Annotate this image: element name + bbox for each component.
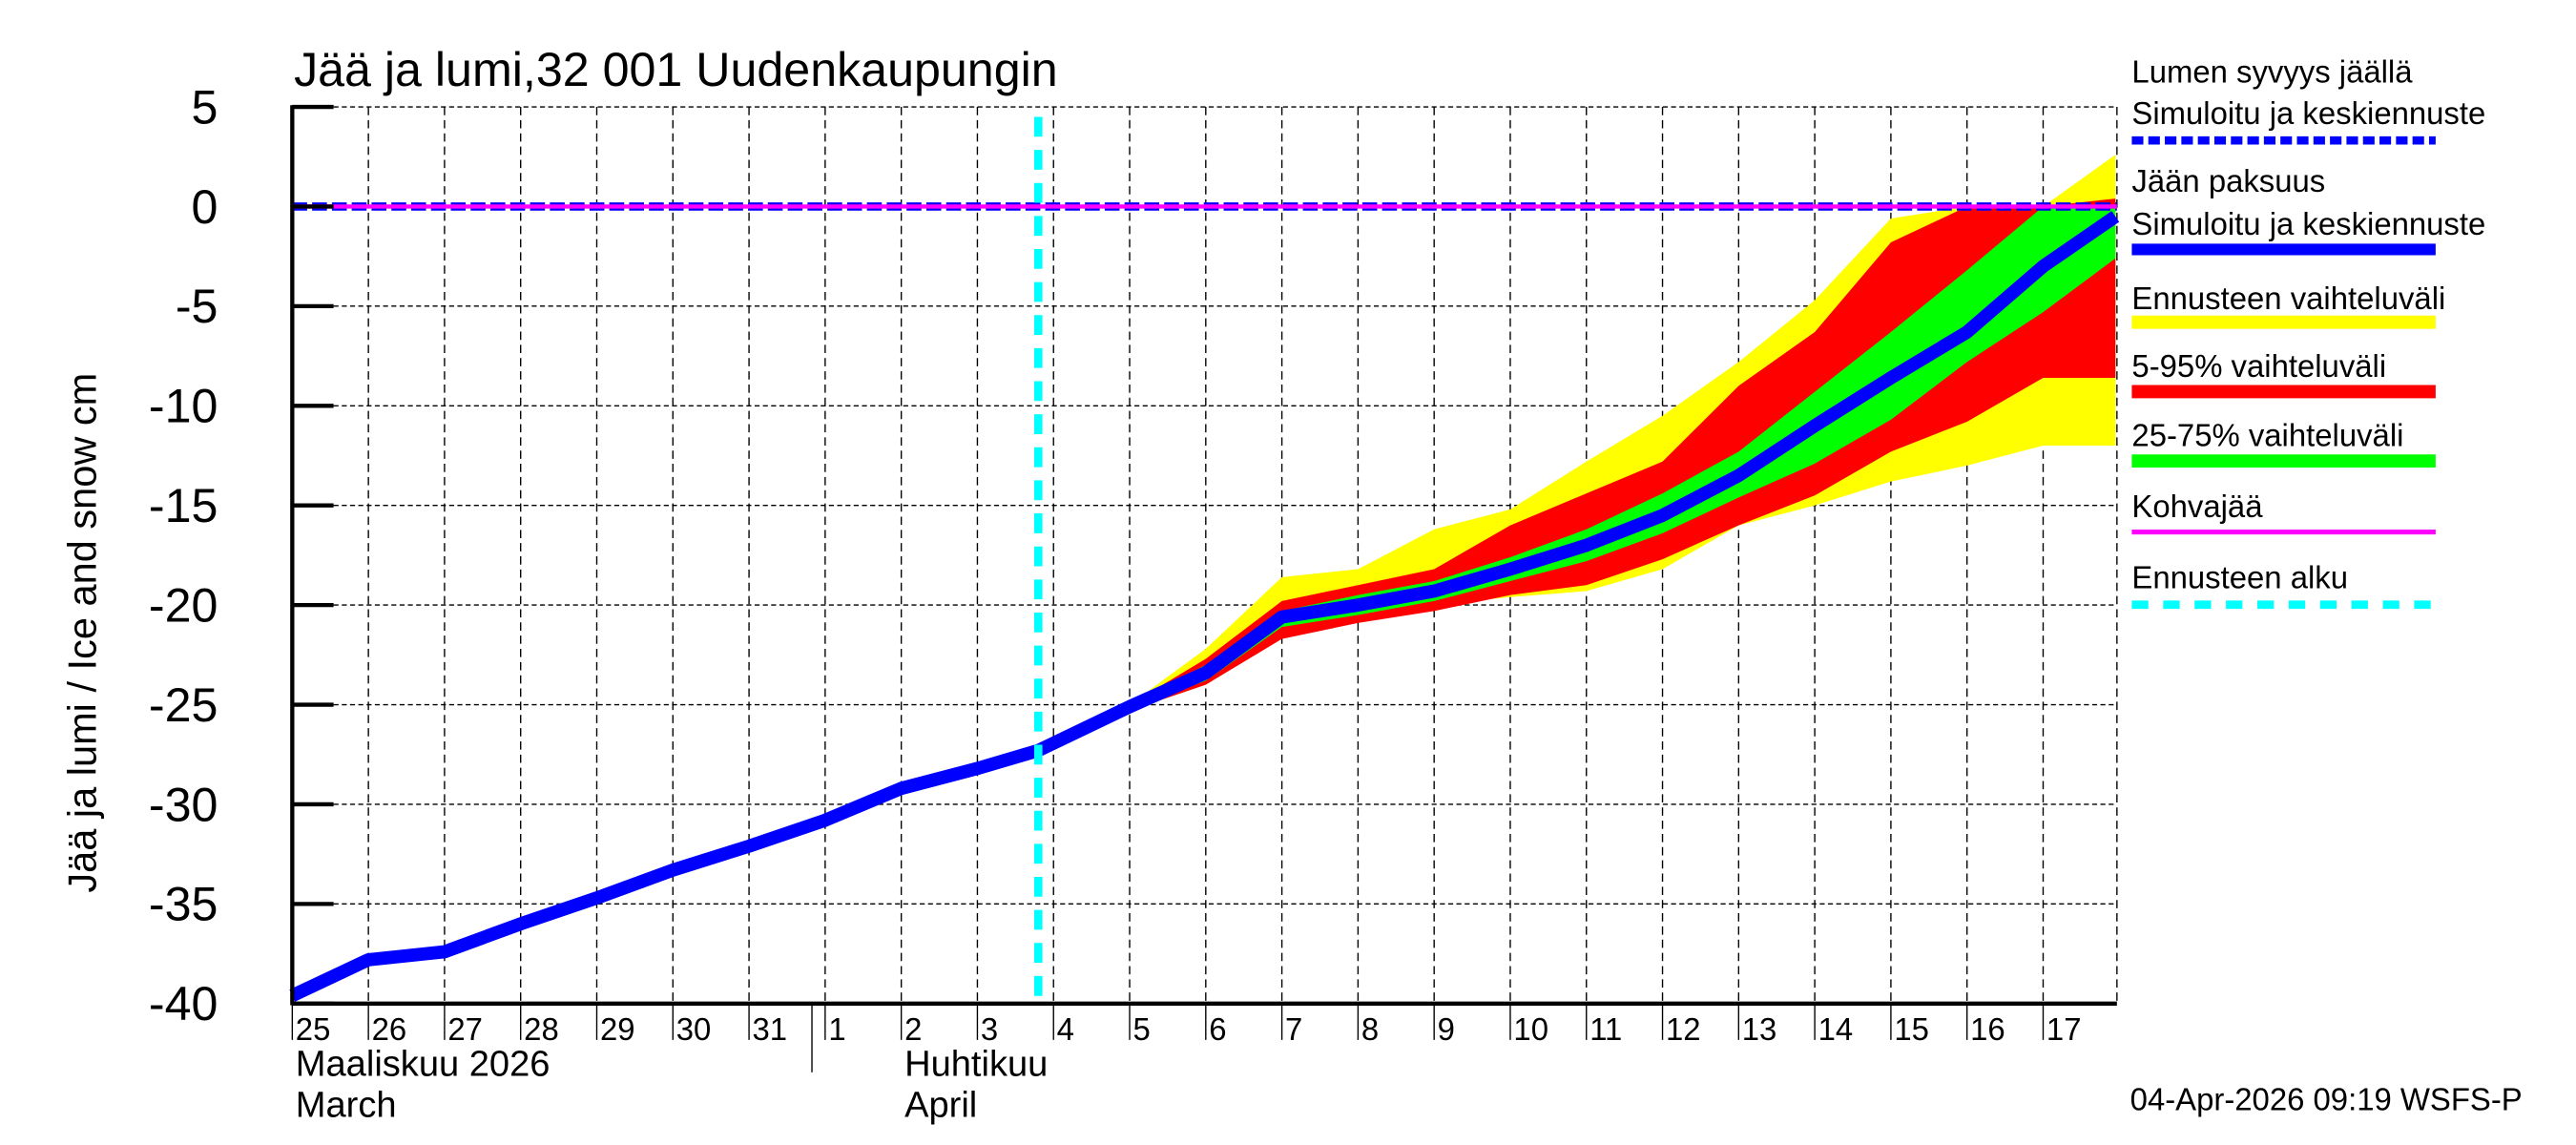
x-tick-label: 11	[1589, 1011, 1622, 1047]
y-tick-label: -5	[176, 280, 218, 333]
x-tick-label: 17	[2046, 1011, 2082, 1047]
x-tick-label: 2	[904, 1011, 922, 1047]
y-axis-label: Jää ja lumi / Ice and snow cm	[59, 373, 104, 893]
x-tick-label: 27	[447, 1011, 483, 1047]
legend-label: Jään paksuus	[2131, 163, 2325, 198]
x-tick-label: 16	[1970, 1011, 2005, 1047]
x-tick-label: 10	[1513, 1011, 1548, 1047]
x-tick-label: 31	[753, 1011, 788, 1047]
x-tick-label: 26	[372, 1011, 407, 1047]
y-tick-label: -20	[149, 578, 218, 632]
x-tick-label: 5	[1132, 1011, 1150, 1047]
axes	[290, 104, 2117, 1040]
month-label-fi: Huhtikuu	[904, 1044, 1048, 1084]
y-tick-label: -15	[149, 479, 218, 532]
x-tick-label: 9	[1438, 1011, 1455, 1047]
x-tick-label: 12	[1666, 1011, 1701, 1047]
x-tick-label: 4	[1057, 1011, 1074, 1047]
month-label-en: April	[904, 1086, 977, 1126]
x-tick-label: 8	[1361, 1011, 1379, 1047]
x-tick-label: 13	[1742, 1011, 1777, 1047]
x-tick-label: 30	[676, 1011, 712, 1047]
y-tick-label: 5	[192, 80, 218, 134]
y-tick-labels: 5 0 -5 -10 -15 -20 -25 -30 -35 -40	[149, 80, 218, 1030]
forecast-bands	[1038, 155, 2116, 755]
x-tick-label: 7	[1285, 1011, 1302, 1047]
month-label-fi: Maaliskuu 2026	[296, 1044, 551, 1084]
x-tick-label: 28	[524, 1011, 559, 1047]
legend-label: Ennusteen vaihteluväli	[2131, 281, 2445, 316]
legend: Lumen syvyys jäällä Simuloitu ja keskienn…	[2131, 54, 2485, 610]
grid-lines	[292, 106, 2118, 1005]
x-tick-labels: 25 26 27 28 29 30 31 1 2 3 4 5 6 7 8 9 10 11 12 13 14 15 16 17	[296, 1011, 2082, 1047]
series-lines	[289, 116, 2120, 1004]
chart-title: Jää ja lumi,32 001 Uudenkaupungin	[294, 43, 1058, 96]
x-tick-label: 6	[1209, 1011, 1226, 1047]
legend-label: Kohvajää	[2131, 489, 2263, 524]
y-tick-label: 0	[192, 180, 218, 234]
y-tick-label: -35	[149, 878, 218, 931]
legend-label: Simuloitu ja keskiennuste	[2131, 95, 2485, 131]
footer-timestamp: 04-Apr-2026 09:19 WSFS-P	[2130, 1082, 2523, 1117]
x-tick-label: 1	[828, 1011, 845, 1047]
x-tick-label: 14	[1818, 1011, 1854, 1047]
legend-label: 25-75% vaihteluväli	[2131, 418, 2403, 453]
x-tick-label: 25	[296, 1011, 331, 1047]
legend-label: Ennusteen alku	[2131, 559, 2348, 594]
legend-label: Lumen syvyys jäällä	[2131, 54, 2413, 90]
x-tick-label: 15	[1894, 1011, 1929, 1047]
y-tick-label: -40	[149, 977, 218, 1030]
y-tick-label: -30	[149, 778, 218, 831]
ice-thickness-line	[289, 211, 2120, 1002]
legend-label: 5-95% vaihteluväli	[2131, 348, 2386, 384]
month-label-en: March	[296, 1086, 397, 1126]
x-tick-label: 3	[981, 1011, 998, 1047]
y-tick-label: -10	[149, 380, 218, 433]
y-tick-label: -25	[149, 678, 218, 732]
legend-label: Simuloitu ja keskiennuste	[2131, 206, 2485, 241]
x-tick-label: 29	[600, 1011, 635, 1047]
